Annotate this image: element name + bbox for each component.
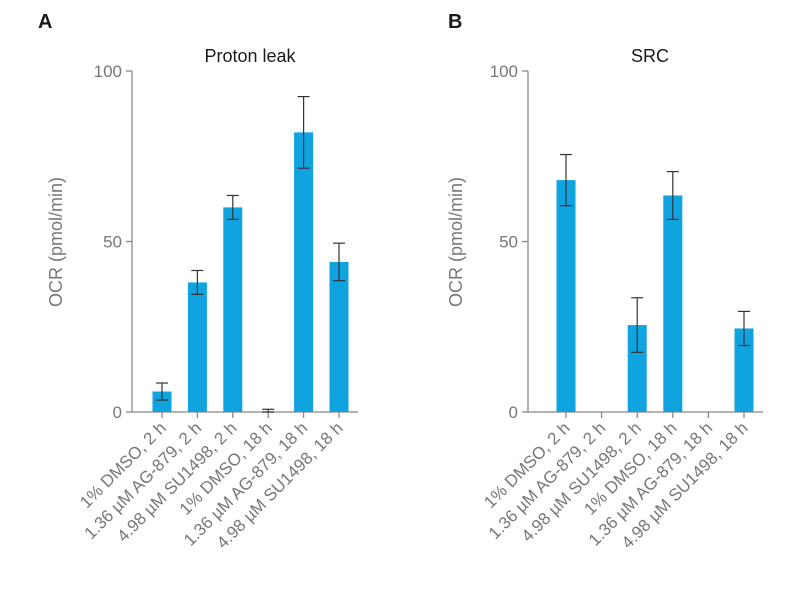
panel-a-bar (152, 391, 172, 412)
panel-b-y-tick-label: 50 (499, 233, 518, 252)
panel-b-label: B (448, 11, 462, 33)
panel-b-y-axis-label: OCR (pmol/min) (446, 177, 466, 307)
panel-a-title: Proton leak (204, 46, 296, 66)
panel-a-label: A (38, 11, 52, 33)
panel-b-y-tick-label: 100 (490, 62, 518, 81)
panel-a-bar (329, 261, 349, 412)
panel-b-bar (663, 195, 683, 412)
panel-b-bar (627, 325, 647, 412)
panel-b-y-tick-label: 0 (509, 403, 518, 422)
panel-b-title: SRC (631, 46, 669, 66)
panel-a-bar (187, 282, 207, 412)
panel-a-y-tick-label: 100 (94, 62, 122, 81)
panel-a-bar (294, 132, 314, 412)
panel-a-y-axis-label: OCR (pmol/min) (46, 177, 66, 307)
panel-a-y-tick-label: 0 (113, 403, 122, 422)
panel-b-bar (556, 180, 576, 412)
panel-a-bar (223, 207, 243, 412)
panel-b-bar (734, 328, 754, 412)
panel-a-y-tick-label: 50 (103, 233, 122, 252)
